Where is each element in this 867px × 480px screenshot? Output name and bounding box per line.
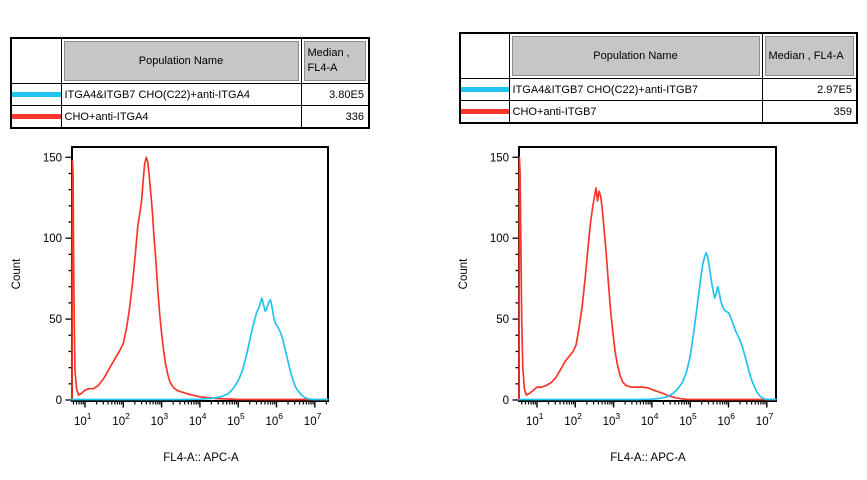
swatch-header-cell	[459, 32, 510, 79]
legend-table: Population Name Median , FL4-A ITGA4&ITG…	[10, 37, 370, 129]
population-name-header: Population Name	[508, 32, 763, 79]
series-color-swatch	[12, 92, 60, 97]
median-header: Median , FL4-A	[761, 32, 858, 79]
series-color-swatch	[461, 87, 508, 92]
legend-table-left: Population Name Median , FL4-A ITGA4&ITG…	[10, 37, 370, 129]
y-tick-label: 0	[56, 395, 62, 407]
x-tick-label: 103	[151, 411, 169, 428]
population-cell: CHO+anti-ITGA4	[60, 105, 302, 129]
y-tick-label: 0	[503, 395, 509, 407]
y-axis: 0 50 100 150	[43, 152, 71, 407]
x-tick-label: 105	[679, 411, 697, 428]
legend-header-row: Population Name Median , FL4-A	[10, 37, 370, 84]
swatch-header-cell	[10, 37, 62, 84]
median-cell: 2.97E5	[761, 78, 858, 101]
median-cell: 3.80E5	[300, 83, 370, 106]
x-tick-label: 105	[227, 411, 245, 428]
x-axis: 101 102 103 104 105 106 107	[521, 401, 774, 428]
x-tick-label: 107	[756, 411, 774, 428]
population-cell: CHO+anti-ITGB7	[508, 100, 763, 124]
population-name-header: Population Name	[60, 37, 302, 84]
x-tick-label: 101	[74, 411, 92, 428]
swatch-cell	[459, 78, 510, 101]
x-axis-title: FL4-A:: APC-A	[610, 452, 686, 464]
population-cell: ITGA4&ITGB7 CHO(C22)+anti-ITGB7	[508, 78, 763, 101]
x-tick-label: 107	[304, 411, 322, 428]
population-header-label: Population Name	[138, 54, 224, 67]
legend-header-row: Population Name Median , FL4-A	[459, 32, 858, 79]
plot-border	[518, 146, 777, 402]
swatch-cell	[459, 100, 510, 124]
histogram-curve	[71, 297, 329, 401]
swatch-cell	[10, 105, 62, 129]
x-tick-label: 102	[112, 411, 130, 428]
y-tick-label: 150	[43, 152, 62, 164]
x-tick-label: 102	[564, 411, 582, 428]
median-header-line1: Median , FL4-A	[768, 49, 844, 62]
table-row: ITGA4&ITGB7 CHO(C22)+anti-ITGA4 3.80E5	[10, 83, 370, 106]
y-tick-label: 50	[496, 314, 509, 326]
table-row: CHO+anti-ITGB7 359	[459, 100, 858, 124]
median-header-line1: Median ,	[307, 47, 350, 59]
legend-table-right: Population Name Median , FL4-A ITGA4&ITG…	[459, 32, 858, 124]
y-tick-label: 100	[43, 233, 62, 245]
series-color-swatch	[461, 109, 508, 114]
x-tick-label: 104	[641, 411, 659, 428]
table-row: ITGA4&ITGB7 CHO(C22)+anti-ITGB7 2.97E5	[459, 78, 858, 101]
y-axis-title: Count	[11, 258, 23, 289]
legend-table: Population Name Median , FL4-A ITGA4&ITG…	[459, 32, 858, 124]
x-axis: 101 102 103 104 105 106 107	[72, 401, 327, 428]
y-axis-title: Count	[458, 258, 470, 289]
population-header-label: Population Name	[593, 49, 678, 62]
y-tick-label: 50	[49, 314, 62, 326]
x-tick-label: 103	[603, 411, 621, 428]
table-row: CHO+anti-ITGA4 336	[10, 105, 370, 129]
plot-border	[71, 146, 329, 402]
x-tick-label: 101	[526, 411, 544, 428]
population-cell: ITGA4&ITGB7 CHO(C22)+anti-ITGA4	[60, 83, 302, 106]
series-color-swatch	[12, 114, 60, 119]
y-tick-label: 100	[490, 233, 509, 245]
x-tick-label: 104	[189, 411, 207, 428]
y-tick-label: 150	[490, 152, 509, 164]
x-axis-title: FL4-A:: APC-A	[163, 452, 239, 464]
histogram-curve	[518, 251, 777, 401]
swatch-cell	[10, 83, 62, 106]
median-header-line2: FL4-A	[307, 62, 338, 74]
x-tick-label: 106	[266, 411, 284, 428]
histogram-curve	[71, 156, 329, 401]
histogram-panel-right: 0 50 100 150 101 102 103 104 105 106 107 Count FL4-A…	[458, 146, 777, 464]
x-tick-label: 106	[718, 411, 736, 428]
median-header: Median , FL4-A	[300, 37, 370, 84]
histogram-curve	[518, 156, 777, 401]
median-cell: 359	[761, 100, 858, 124]
median-cell: 336	[300, 105, 370, 129]
y-axis: 0 50 100 150	[490, 152, 518, 407]
histogram-panel-left: 0 50 100 150 101 102 103 104 105 106 107 Count FL4-A…	[11, 146, 329, 464]
